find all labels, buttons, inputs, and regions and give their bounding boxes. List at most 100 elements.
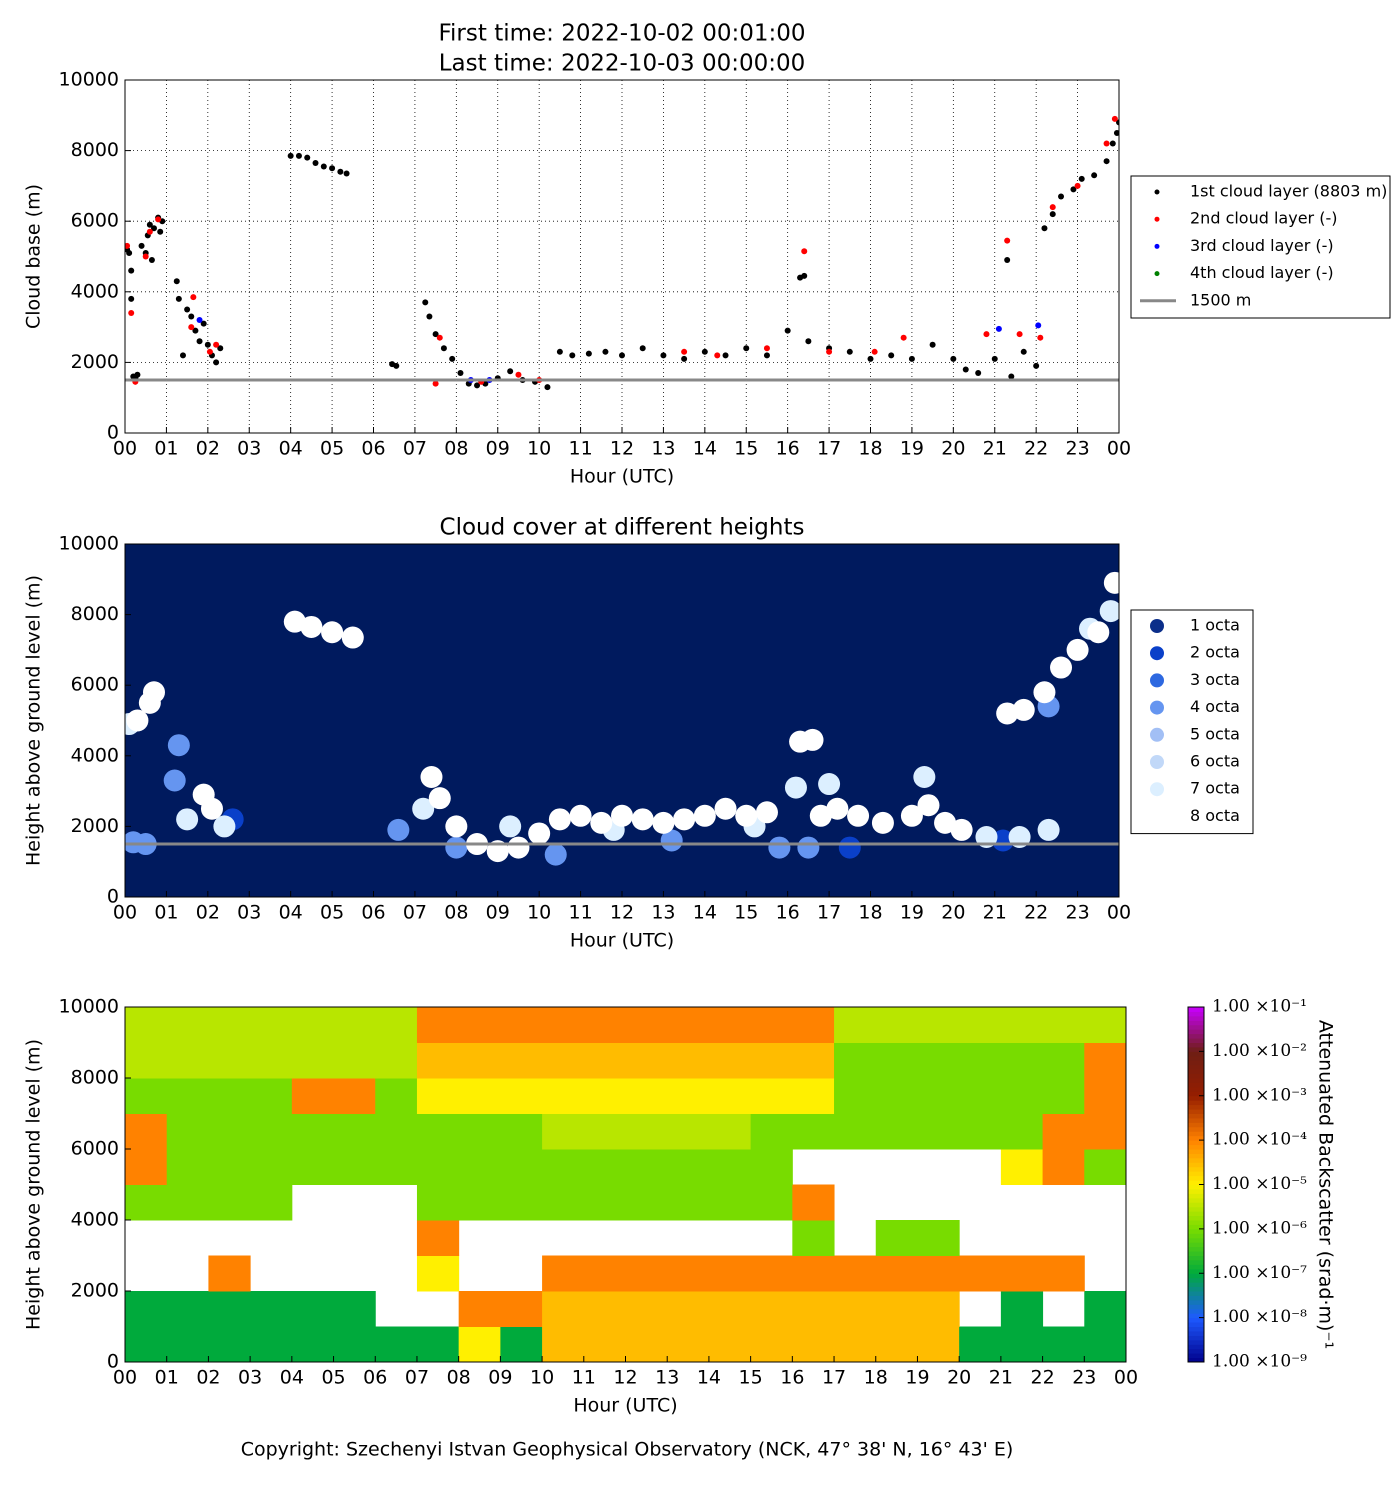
data-point <box>1012 698 1035 721</box>
x-tick-label: 20 <box>947 1367 971 1389</box>
heatmap-cell <box>583 1149 626 1185</box>
colorbar-swatch <box>1188 1299 1204 1305</box>
heatmap-cell <box>500 1042 543 1079</box>
data-point <box>163 769 186 792</box>
heatmap-cell <box>166 1078 209 1114</box>
colorbar-swatch <box>1188 1024 1204 1030</box>
heatmap-cell <box>542 1255 585 1292</box>
heatmap-cell <box>166 1007 209 1043</box>
data-point <box>1037 334 1044 341</box>
x-tick-label: 23 <box>1065 438 1089 460</box>
heatmap-cell <box>291 1007 335 1043</box>
heatmap-cell <box>1084 1326 1127 1363</box>
heatmap-cell <box>125 1326 168 1363</box>
heatmap-cell <box>1042 1326 1085 1363</box>
heatmap-cell <box>708 1255 752 1292</box>
heatmap-cell <box>375 1149 418 1185</box>
colorbar-swatch <box>1188 1122 1204 1128</box>
x-tick-label: 06 <box>361 438 385 460</box>
colorbar-swatch <box>1188 1330 1204 1336</box>
legend-label: 2 octa <box>1190 643 1240 662</box>
heatmap-cell <box>834 1291 877 1327</box>
heatmap-cell <box>834 1113 877 1150</box>
data-point <box>652 811 675 834</box>
heatmap-cell <box>416 1184 460 1221</box>
x-tick-label: 17 <box>817 438 841 460</box>
heatmap-cell <box>375 1113 418 1150</box>
plot-frame <box>124 543 1120 898</box>
x-tick-label: 04 <box>280 1367 304 1389</box>
colorbar-swatch <box>1188 1233 1204 1239</box>
data-point <box>950 818 973 841</box>
y-tick-label: 6000 <box>71 674 119 696</box>
data-point <box>204 341 211 348</box>
data-point <box>422 299 429 306</box>
x-tick-label: 16 <box>780 1367 804 1389</box>
x-tick-label: 13 <box>651 438 675 460</box>
x-tick-label: 10 <box>527 902 551 924</box>
heatmap-cell <box>834 1042 877 1079</box>
data-point <box>1058 193 1065 200</box>
data-point <box>188 313 195 320</box>
data-point <box>701 348 708 355</box>
heatmap-cell <box>1042 1042 1085 1079</box>
x-tick-label: 21 <box>989 1367 1013 1389</box>
legend-marker <box>1150 646 1164 661</box>
x-tick-label: 14 <box>693 438 717 460</box>
legend-label: 1500 m <box>1190 290 1251 309</box>
colorbar-swatch <box>1188 1353 1204 1359</box>
heatmap-cell <box>250 1149 293 1185</box>
data-point <box>838 836 861 859</box>
legend-marker <box>1154 189 1160 195</box>
heatmap-cell <box>375 1007 418 1043</box>
heatmap-cell <box>667 1078 710 1114</box>
y-tick-label: 2000 <box>71 815 119 837</box>
data-point <box>983 331 990 338</box>
data-point <box>142 253 149 260</box>
heatmap-cell <box>208 1326 251 1363</box>
data-point <box>871 348 878 355</box>
data-point <box>1103 140 1110 147</box>
data-point <box>900 334 907 341</box>
colorbar-swatch <box>1188 1064 1204 1070</box>
heatmap-cell <box>416 1149 460 1185</box>
heatmap-cell <box>667 1113 710 1150</box>
data-point <box>146 221 153 228</box>
colorbar-tick-label: 1.00 ×10⁻⁶ <box>1212 1218 1307 1238</box>
data-point <box>639 345 646 352</box>
heatmap-cell <box>583 1255 626 1292</box>
data-point <box>449 355 456 362</box>
y-axis-label: Height above ground level (m) <box>23 1039 45 1330</box>
x-tick-label: 17 <box>822 1367 846 1389</box>
y-tick-label: 4000 <box>71 1209 119 1231</box>
data-point <box>995 325 1002 332</box>
legend-box <box>1130 175 1391 319</box>
heatmap-cell <box>542 1007 585 1043</box>
colorbar-swatch <box>1188 1313 1204 1319</box>
data-point <box>975 825 998 848</box>
x-tick-label: 23 <box>1072 1367 1096 1389</box>
y-tick-label: 0 <box>107 1351 119 1373</box>
data-point <box>888 352 895 359</box>
heatmap-cell <box>750 1255 793 1292</box>
data-point <box>167 734 190 757</box>
colorbar-swatch <box>1188 1282 1204 1288</box>
x-tick-label: 13 <box>651 902 675 924</box>
legend-label: 7 octa <box>1190 779 1240 798</box>
data-point <box>337 168 344 175</box>
x-tick-label: 04 <box>279 438 303 460</box>
heatmap-cell <box>875 1291 918 1327</box>
y-tick-label: 4000 <box>71 744 119 766</box>
data-point <box>1111 115 1118 122</box>
x-tick-label: 14 <box>697 1367 721 1389</box>
heatmap-cell <box>166 1291 209 1327</box>
x-tick-label: 12 <box>610 438 634 460</box>
colorbar-swatch <box>1188 1344 1204 1350</box>
colorbar-swatch <box>1188 1175 1204 1181</box>
heatmap-cell <box>792 1078 835 1114</box>
data-point <box>426 313 433 320</box>
colorbar-swatch <box>1188 1295 1204 1301</box>
colorbar-swatch <box>1188 1317 1204 1323</box>
data-point <box>343 170 350 177</box>
data-point <box>929 341 936 348</box>
